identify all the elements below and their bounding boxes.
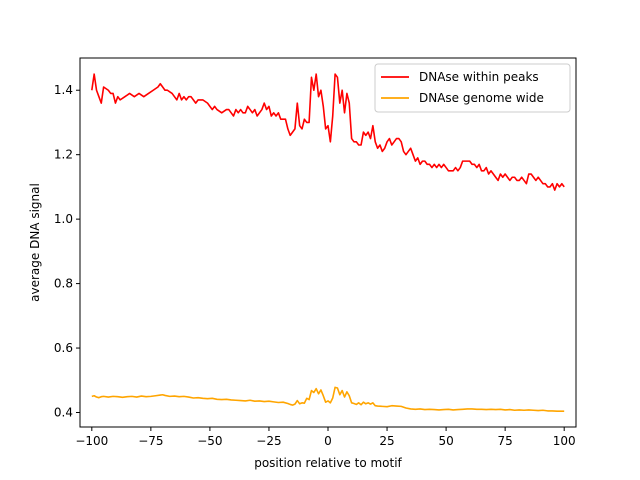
y-tick-label: 1.0 bbox=[54, 212, 73, 226]
x-tick-label: 0 bbox=[324, 434, 332, 448]
legend-label: DNAse genome wide bbox=[419, 91, 544, 105]
series-line-2 bbox=[91, 386, 565, 413]
y-tick-label: 1.4 bbox=[54, 83, 73, 97]
x-axis-label: position relative to motif bbox=[254, 456, 402, 470]
legend-label: DNAse within peaks bbox=[419, 70, 539, 84]
y-tick-label: 0.8 bbox=[54, 277, 73, 291]
y-tick-label: 0.4 bbox=[54, 405, 73, 419]
x-tick-label: 100 bbox=[553, 434, 576, 448]
x-tick-label: −75 bbox=[138, 434, 163, 448]
x-tick-label: 75 bbox=[498, 434, 513, 448]
y-axis-label: average DNA signal bbox=[28, 183, 42, 302]
legend: DNAse within peaks DNAse genome wide bbox=[374, 63, 571, 113]
x-tick-label: 50 bbox=[438, 434, 453, 448]
series-layer bbox=[91, 73, 565, 413]
x-tick-label: −50 bbox=[197, 434, 222, 448]
x-tick-label: −100 bbox=[75, 434, 108, 448]
series-line-1 bbox=[91, 73, 565, 191]
y-axis: 0.4 0.6 0.8 1.0 1.2 1.4 bbox=[54, 83, 80, 419]
y-tick-label: 0.6 bbox=[54, 341, 73, 355]
x-tick-label: −25 bbox=[256, 434, 281, 448]
x-tick-label: 25 bbox=[379, 434, 394, 448]
x-axis: −100 −75 −50 −25 0 25 50 75 100 bbox=[75, 427, 576, 448]
legend-box bbox=[374, 63, 571, 113]
y-tick-label: 1.2 bbox=[54, 148, 73, 162]
